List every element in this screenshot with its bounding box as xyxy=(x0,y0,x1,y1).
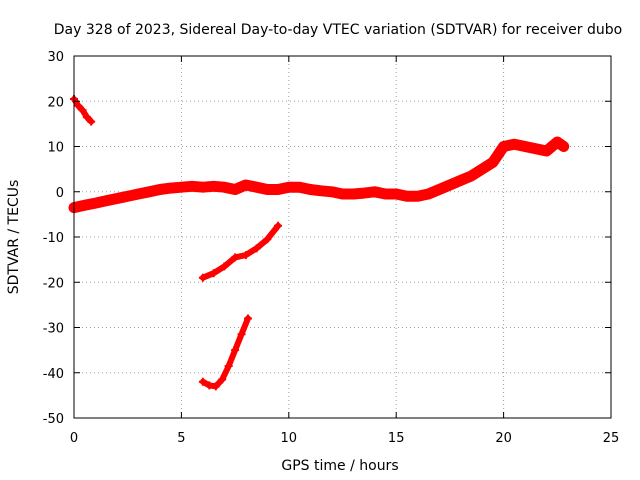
x-tick-label: 5 xyxy=(177,431,185,446)
y-tick-label: 0 xyxy=(56,186,64,201)
data-point xyxy=(510,140,519,149)
data-point xyxy=(74,101,83,110)
grid xyxy=(74,56,611,418)
data-point xyxy=(224,361,233,370)
data-point xyxy=(188,182,197,191)
data-point xyxy=(237,330,246,339)
data-point xyxy=(478,165,487,174)
data-point xyxy=(402,192,411,201)
data-point xyxy=(82,113,91,122)
data-point xyxy=(413,192,422,201)
ticks xyxy=(73,55,612,419)
x-tick-label: 15 xyxy=(388,431,405,446)
data-point xyxy=(370,187,379,196)
data-point xyxy=(284,183,293,192)
series-main-band xyxy=(68,136,570,214)
y-tick-label: -10 xyxy=(43,231,64,246)
y-tick-label: 20 xyxy=(47,95,64,110)
data-point xyxy=(78,106,87,115)
y-axis-label: SDTVAR / TECUs xyxy=(6,180,22,295)
data-point xyxy=(134,190,143,199)
data-point xyxy=(231,185,240,194)
data-point xyxy=(467,171,476,180)
data-point xyxy=(392,190,401,199)
data-point xyxy=(243,314,252,323)
data-point xyxy=(198,377,207,386)
data-point xyxy=(87,117,96,126)
y-tick-label: 30 xyxy=(47,50,64,65)
chart-title: Day 328 of 2023, Sidereal Day-to-day VTE… xyxy=(54,22,622,38)
data-point xyxy=(295,183,304,192)
data-point xyxy=(123,192,132,201)
data-point xyxy=(359,189,368,198)
data-series xyxy=(68,94,570,391)
data-point xyxy=(456,176,465,185)
y-tick-label: -20 xyxy=(43,276,64,291)
data-point xyxy=(80,201,89,210)
data-point xyxy=(166,184,175,193)
data-point xyxy=(381,190,390,199)
y-tick-label: -40 xyxy=(43,367,64,382)
data-point xyxy=(252,183,261,192)
data-point xyxy=(263,185,272,194)
data-point xyxy=(198,183,207,192)
data-point xyxy=(349,190,358,199)
x-tick-label: 20 xyxy=(495,431,512,446)
data-point xyxy=(531,144,540,153)
data-point xyxy=(241,180,250,189)
data-point xyxy=(338,190,347,199)
data-point xyxy=(209,269,218,278)
data-point xyxy=(231,346,240,355)
data-point xyxy=(91,199,100,208)
data-point xyxy=(220,183,229,192)
data-point xyxy=(177,183,186,192)
data-point xyxy=(559,142,568,151)
data-point xyxy=(263,235,272,244)
y-tick-label: -50 xyxy=(43,412,64,427)
data-point xyxy=(231,253,240,262)
data-point xyxy=(145,187,154,196)
data-point xyxy=(445,180,454,189)
data-point xyxy=(306,185,315,194)
y-tick-labels: -50 -40 -30 -20 -10 0 10 20 30 xyxy=(43,50,64,427)
data-point xyxy=(499,142,508,151)
data-point xyxy=(542,147,551,156)
data-point xyxy=(521,142,530,151)
data-point xyxy=(252,244,261,253)
data-point xyxy=(435,185,444,194)
series-mid-rise xyxy=(199,222,282,281)
data-point xyxy=(553,137,562,146)
data-point xyxy=(317,186,326,195)
y-tick-label: -30 xyxy=(43,322,64,337)
data-point xyxy=(155,185,164,194)
x-tick-label: 0 xyxy=(70,431,78,446)
data-point xyxy=(211,382,220,391)
data-point xyxy=(274,221,283,230)
x-axis-label: GPS time / hours xyxy=(281,458,398,474)
y-tick-label: 10 xyxy=(47,141,64,156)
data-point xyxy=(220,262,229,271)
data-point xyxy=(241,251,250,260)
data-point xyxy=(218,375,227,384)
data-point xyxy=(209,182,218,191)
data-point xyxy=(327,187,336,196)
x-tick-label: 25 xyxy=(603,431,620,446)
series-steep-rise xyxy=(199,315,251,390)
data-point xyxy=(424,190,433,199)
data-point xyxy=(488,158,497,167)
x-tick-labels: 0 5 10 15 20 25 xyxy=(70,431,619,446)
data-point xyxy=(198,273,207,282)
data-point xyxy=(102,196,111,205)
data-point xyxy=(274,185,283,194)
data-point xyxy=(112,194,121,203)
x-tick-label: 10 xyxy=(281,431,298,446)
